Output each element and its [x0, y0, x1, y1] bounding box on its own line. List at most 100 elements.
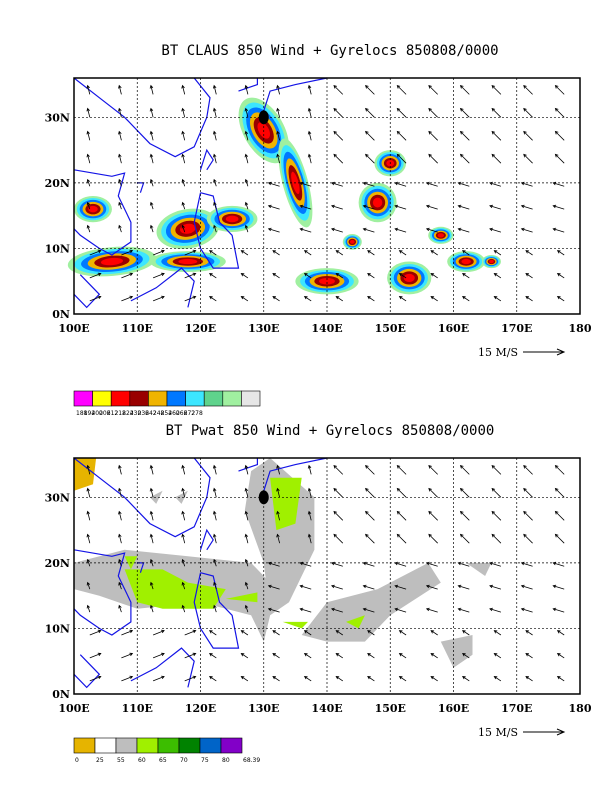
cloud-cell: [100, 257, 123, 266]
wind-vector: [364, 153, 375, 164]
wind-vector: [303, 273, 312, 279]
cloud-cell: [403, 273, 415, 283]
wind-vector: [365, 85, 375, 95]
wind-vector: [213, 487, 217, 498]
wind-vector: [118, 558, 122, 567]
wind-vector: [118, 581, 122, 590]
wind-vector: [493, 296, 502, 302]
wind-vector: [299, 607, 312, 613]
wind-vector: [149, 558, 154, 567]
colorbar-swatch: [148, 390, 168, 407]
lon-tick-label: 160E: [438, 322, 469, 335]
pwat-map-panel: 100E 110E 120E 130E 140E 150E 160E 170E 180 0N 10N…: [45, 457, 592, 715]
wind-vector: [491, 130, 502, 141]
wind-vector: [299, 181, 312, 187]
colorbar-swatch: [178, 737, 201, 754]
wind-vector: [86, 464, 91, 475]
wind-vector: [118, 201, 122, 210]
lon-tick-label: 120E: [185, 702, 216, 715]
wind-vector: [493, 250, 502, 256]
coastline-segment: [130, 267, 195, 308]
wind-vector-field: [86, 84, 565, 302]
wind-vector: [365, 130, 375, 141]
wind-vector: [244, 178, 249, 187]
wind-vector: [152, 629, 165, 636]
wind-vector: [299, 227, 312, 233]
cloud-cell: [178, 258, 198, 265]
wind-vector: [333, 153, 344, 164]
wind-vector: [335, 296, 344, 302]
colorbar-swatch: [94, 737, 117, 754]
colorbar-label: 272: [184, 410, 196, 417]
wind-vector: [430, 296, 438, 302]
wind-vector: [244, 224, 249, 233]
wind-vector: [552, 607, 565, 613]
colorbar-swatch: [241, 390, 261, 407]
coastline-segment: [73, 77, 211, 158]
wind-vector: [459, 107, 470, 118]
wind-vector: [276, 130, 280, 141]
wind-vector: [367, 273, 375, 279]
wind-vector: [184, 272, 197, 279]
wind-vector: [396, 465, 407, 475]
pwat-region: [346, 615, 365, 629]
wind-vector: [213, 224, 217, 233]
wind-vector: [240, 653, 249, 659]
wind-vector: [213, 84, 217, 95]
pwat-region: [175, 490, 188, 504]
wind-vector: [523, 487, 533, 498]
wind-vector: [209, 630, 217, 636]
colorbar-label: 242: [145, 410, 157, 417]
wind-vector: [244, 533, 249, 544]
map-frame: [73, 77, 581, 315]
wind-vector: [493, 676, 502, 682]
pwat-region: [282, 621, 308, 629]
coastline-segment: [193, 192, 240, 269]
pwat-region: [149, 490, 163, 504]
wind-vector: [118, 510, 122, 521]
wind-vector: [396, 487, 407, 498]
colorbar-swatch: [222, 390, 242, 407]
wind-vector: [181, 130, 186, 141]
wind-vector: [307, 487, 312, 498]
wind-vector: [276, 533, 280, 544]
wind-vector: [398, 653, 407, 659]
wind-vector: [86, 581, 91, 590]
colorbar-label: 236: [138, 410, 150, 417]
lon-tick-label: 140E: [311, 322, 342, 335]
wind-vector: [552, 584, 565, 590]
lat-tick-label: 0N: [52, 688, 70, 701]
wind-vector: [118, 178, 122, 187]
colorbar-label: 254: [161, 410, 173, 417]
wind-vector: [525, 296, 533, 302]
colorbar-label: 55: [117, 757, 125, 764]
wind-vector: [267, 584, 280, 590]
wind-vector: [240, 676, 249, 682]
wind-vector: [276, 510, 280, 521]
wind-vector: [267, 561, 280, 567]
wind-vector: [425, 227, 438, 233]
colorbar-swatch: [157, 737, 180, 754]
wind-vector: [489, 181, 502, 187]
wind-vector: [303, 296, 312, 302]
wind-vector: [457, 561, 470, 567]
wind-vector: [365, 465, 375, 475]
coastline: [73, 77, 328, 309]
coastline-segment: [73, 457, 211, 538]
wind-vector: [244, 201, 249, 210]
wind-vector: [396, 510, 407, 521]
wind-vector: [272, 630, 280, 636]
wind-vector: [367, 676, 375, 682]
reference-vector-label: 15 M/S: [478, 346, 518, 359]
wind-vector: [276, 84, 280, 95]
wind-vector: [493, 273, 502, 279]
wind-vector: [554, 487, 565, 498]
wind-vector: [267, 181, 280, 187]
wind-vector: [89, 675, 102, 682]
wind-vector: [459, 130, 470, 141]
wind-vector: [556, 653, 565, 659]
wind-vector: [181, 581, 186, 590]
wind-vector: [276, 107, 280, 118]
wind-vector: [213, 178, 217, 187]
